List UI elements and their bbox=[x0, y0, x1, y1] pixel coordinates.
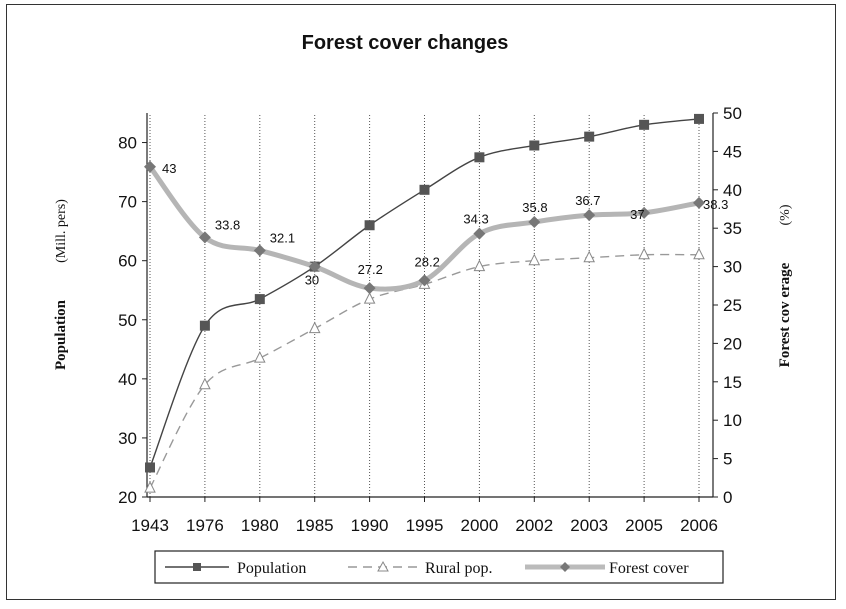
data-label-forest-cover-1976: 33.8 bbox=[215, 217, 240, 232]
legend-item-population: Population bbox=[165, 560, 306, 577]
point-population-1980 bbox=[254, 294, 265, 305]
x-tick-label-1976: 1976 bbox=[186, 516, 224, 535]
data-label-forest-cover-2002: 35.8 bbox=[522, 200, 547, 215]
x-tick-label-1980: 1980 bbox=[241, 516, 279, 535]
point-population-1995 bbox=[419, 184, 430, 195]
x-tick-label-2002: 2002 bbox=[515, 516, 553, 535]
point-forest-cover-2005 bbox=[638, 206, 651, 219]
y-right-tick-label-40: 40 bbox=[723, 181, 742, 200]
y-right-tick-label-30: 30 bbox=[723, 258, 742, 277]
chart-frame: Forest cover changes 20 30 40 50 60 70 80 0 5 10 1… bbox=[6, 4, 836, 600]
point-rural-pop-1990 bbox=[363, 291, 376, 304]
legend-label-population: Population bbox=[237, 560, 306, 577]
y-right-tick-label-45: 45 bbox=[723, 142, 742, 161]
y-axis-left-label: Population bbox=[53, 299, 69, 370]
point-forest-cover-1980 bbox=[253, 244, 266, 257]
data-label-forest-cover-2003: 36.7 bbox=[575, 193, 600, 208]
x-tick-label-1995: 1995 bbox=[406, 516, 444, 535]
point-rural-pop-1980 bbox=[253, 351, 266, 363]
data-label-forest-cover-2005: 37 bbox=[630, 207, 644, 222]
y-left-tick-label-30: 30 bbox=[118, 429, 137, 448]
point-forest-cover-2003 bbox=[583, 209, 596, 222]
chart-title: Forest cover changes bbox=[302, 32, 509, 54]
vertical-gridlines bbox=[149, 113, 700, 497]
point-population-2006 bbox=[694, 113, 704, 124]
point-forest-cover-1995 bbox=[418, 274, 431, 287]
y-axis-left-unit: (Mill. pers) bbox=[54, 199, 69, 263]
axes: 20 30 40 50 60 70 80 0 5 10 15 20 25 30 35 40 45 50 1943 19… bbox=[118, 104, 742, 535]
diamond-marker-icon bbox=[560, 562, 570, 572]
forest-cover-chart: Forest cover changes 20 30 40 50 60 70 80 0 5 10 1… bbox=[53, 32, 793, 584]
point-rural-pop-2005 bbox=[638, 247, 650, 260]
point-rural-pop-1985 bbox=[308, 321, 321, 334]
point-population-1990 bbox=[364, 220, 375, 231]
y-right-tick-label-10: 10 bbox=[723, 411, 742, 430]
legend-item-forest-cover: Forest cover bbox=[525, 560, 689, 577]
point-population-1976 bbox=[199, 320, 210, 331]
y-right-tick-label-20: 20 bbox=[723, 334, 742, 353]
point-forest-cover-1985 bbox=[308, 260, 321, 273]
x-tick-label-2000: 2000 bbox=[460, 516, 498, 535]
point-rural-pop-1976 bbox=[199, 377, 211, 390]
legend-label-forest-cover: Forest cover bbox=[609, 560, 689, 577]
y-left-tick-label-20: 20 bbox=[118, 488, 137, 507]
y-right-tick-label-35: 35 bbox=[723, 219, 742, 238]
y-right-tick-label-15: 15 bbox=[723, 373, 742, 392]
point-forest-cover-2006 bbox=[693, 196, 705, 209]
y-right-tick-label-50: 50 bbox=[723, 104, 742, 123]
point-forest-cover-1990 bbox=[363, 282, 376, 295]
point-population-2005 bbox=[639, 119, 650, 130]
x-tick-label-2006: 2006 bbox=[680, 516, 718, 535]
data-label-forest-cover-1985: 30 bbox=[305, 273, 319, 288]
point-forest-cover-1943 bbox=[144, 160, 156, 173]
point-rural-pop-2006 bbox=[693, 247, 705, 260]
data-label-forest-cover-1943: 43 bbox=[162, 161, 176, 176]
legend-box bbox=[154, 550, 724, 584]
square-marker-icon bbox=[193, 563, 201, 571]
point-forest-cover-1976 bbox=[198, 231, 211, 244]
x-tick-label-1990: 1990 bbox=[351, 516, 389, 535]
y-left-tick-label-60: 60 bbox=[118, 252, 137, 271]
y-right-tick-label-25: 25 bbox=[723, 296, 742, 315]
y-left-tick-label-80: 80 bbox=[118, 134, 137, 153]
x-tick-label-2005: 2005 bbox=[625, 516, 663, 535]
data-label-forest-cover-1990: 27.2 bbox=[358, 262, 383, 277]
triangle-marker-icon bbox=[377, 560, 389, 572]
x-tick-label-1943: 1943 bbox=[131, 516, 169, 535]
y-left-tick-label-70: 70 bbox=[118, 193, 137, 212]
y-axis-right-label: Forest cov erage bbox=[777, 262, 793, 367]
data-labels: 43 33.8 32.1 30 27.2 28.2 34.3 35.8 36.7 37 38.3 bbox=[162, 161, 728, 288]
y-right-tick-label-0: 0 bbox=[723, 488, 732, 507]
point-forest-cover-2000 bbox=[473, 227, 486, 240]
point-rural-pop-2002 bbox=[528, 253, 541, 266]
point-population-1943 bbox=[145, 462, 155, 473]
data-label-forest-cover-1980: 32.1 bbox=[270, 230, 295, 245]
y-right-tick-label-5: 5 bbox=[723, 450, 732, 469]
point-rural-pop-2000 bbox=[473, 259, 486, 272]
legend-item-rural-pop: Rural pop. bbox=[348, 560, 493, 577]
legend: Population Rural pop. Forest cover bbox=[154, 550, 724, 584]
y-left-tick-label-40: 40 bbox=[118, 370, 137, 389]
point-population-2000 bbox=[474, 152, 485, 163]
y-left-tick-label-50: 50 bbox=[118, 311, 137, 330]
series-layer bbox=[144, 113, 705, 493]
data-label-forest-cover-2006: 38.3 bbox=[703, 197, 728, 212]
point-rural-pop-1943 bbox=[144, 481, 156, 493]
point-forest-cover-2002 bbox=[528, 216, 541, 229]
y-axis-right-unit: (%) bbox=[778, 204, 793, 225]
x-tick-label-1985: 1985 bbox=[296, 516, 334, 535]
data-label-forest-cover-2000: 34.3 bbox=[463, 212, 488, 227]
data-label-forest-cover-1995: 28.2 bbox=[415, 254, 440, 269]
point-population-2002 bbox=[529, 140, 540, 151]
point-population-2003 bbox=[584, 131, 595, 142]
series-line-population bbox=[149, 118, 700, 468]
legend-label-rural-pop: Rural pop. bbox=[425, 560, 493, 577]
point-rural-pop-2003 bbox=[583, 250, 596, 263]
series-line-rural-pop bbox=[149, 253, 700, 489]
x-tick-label-2003: 2003 bbox=[570, 516, 608, 535]
